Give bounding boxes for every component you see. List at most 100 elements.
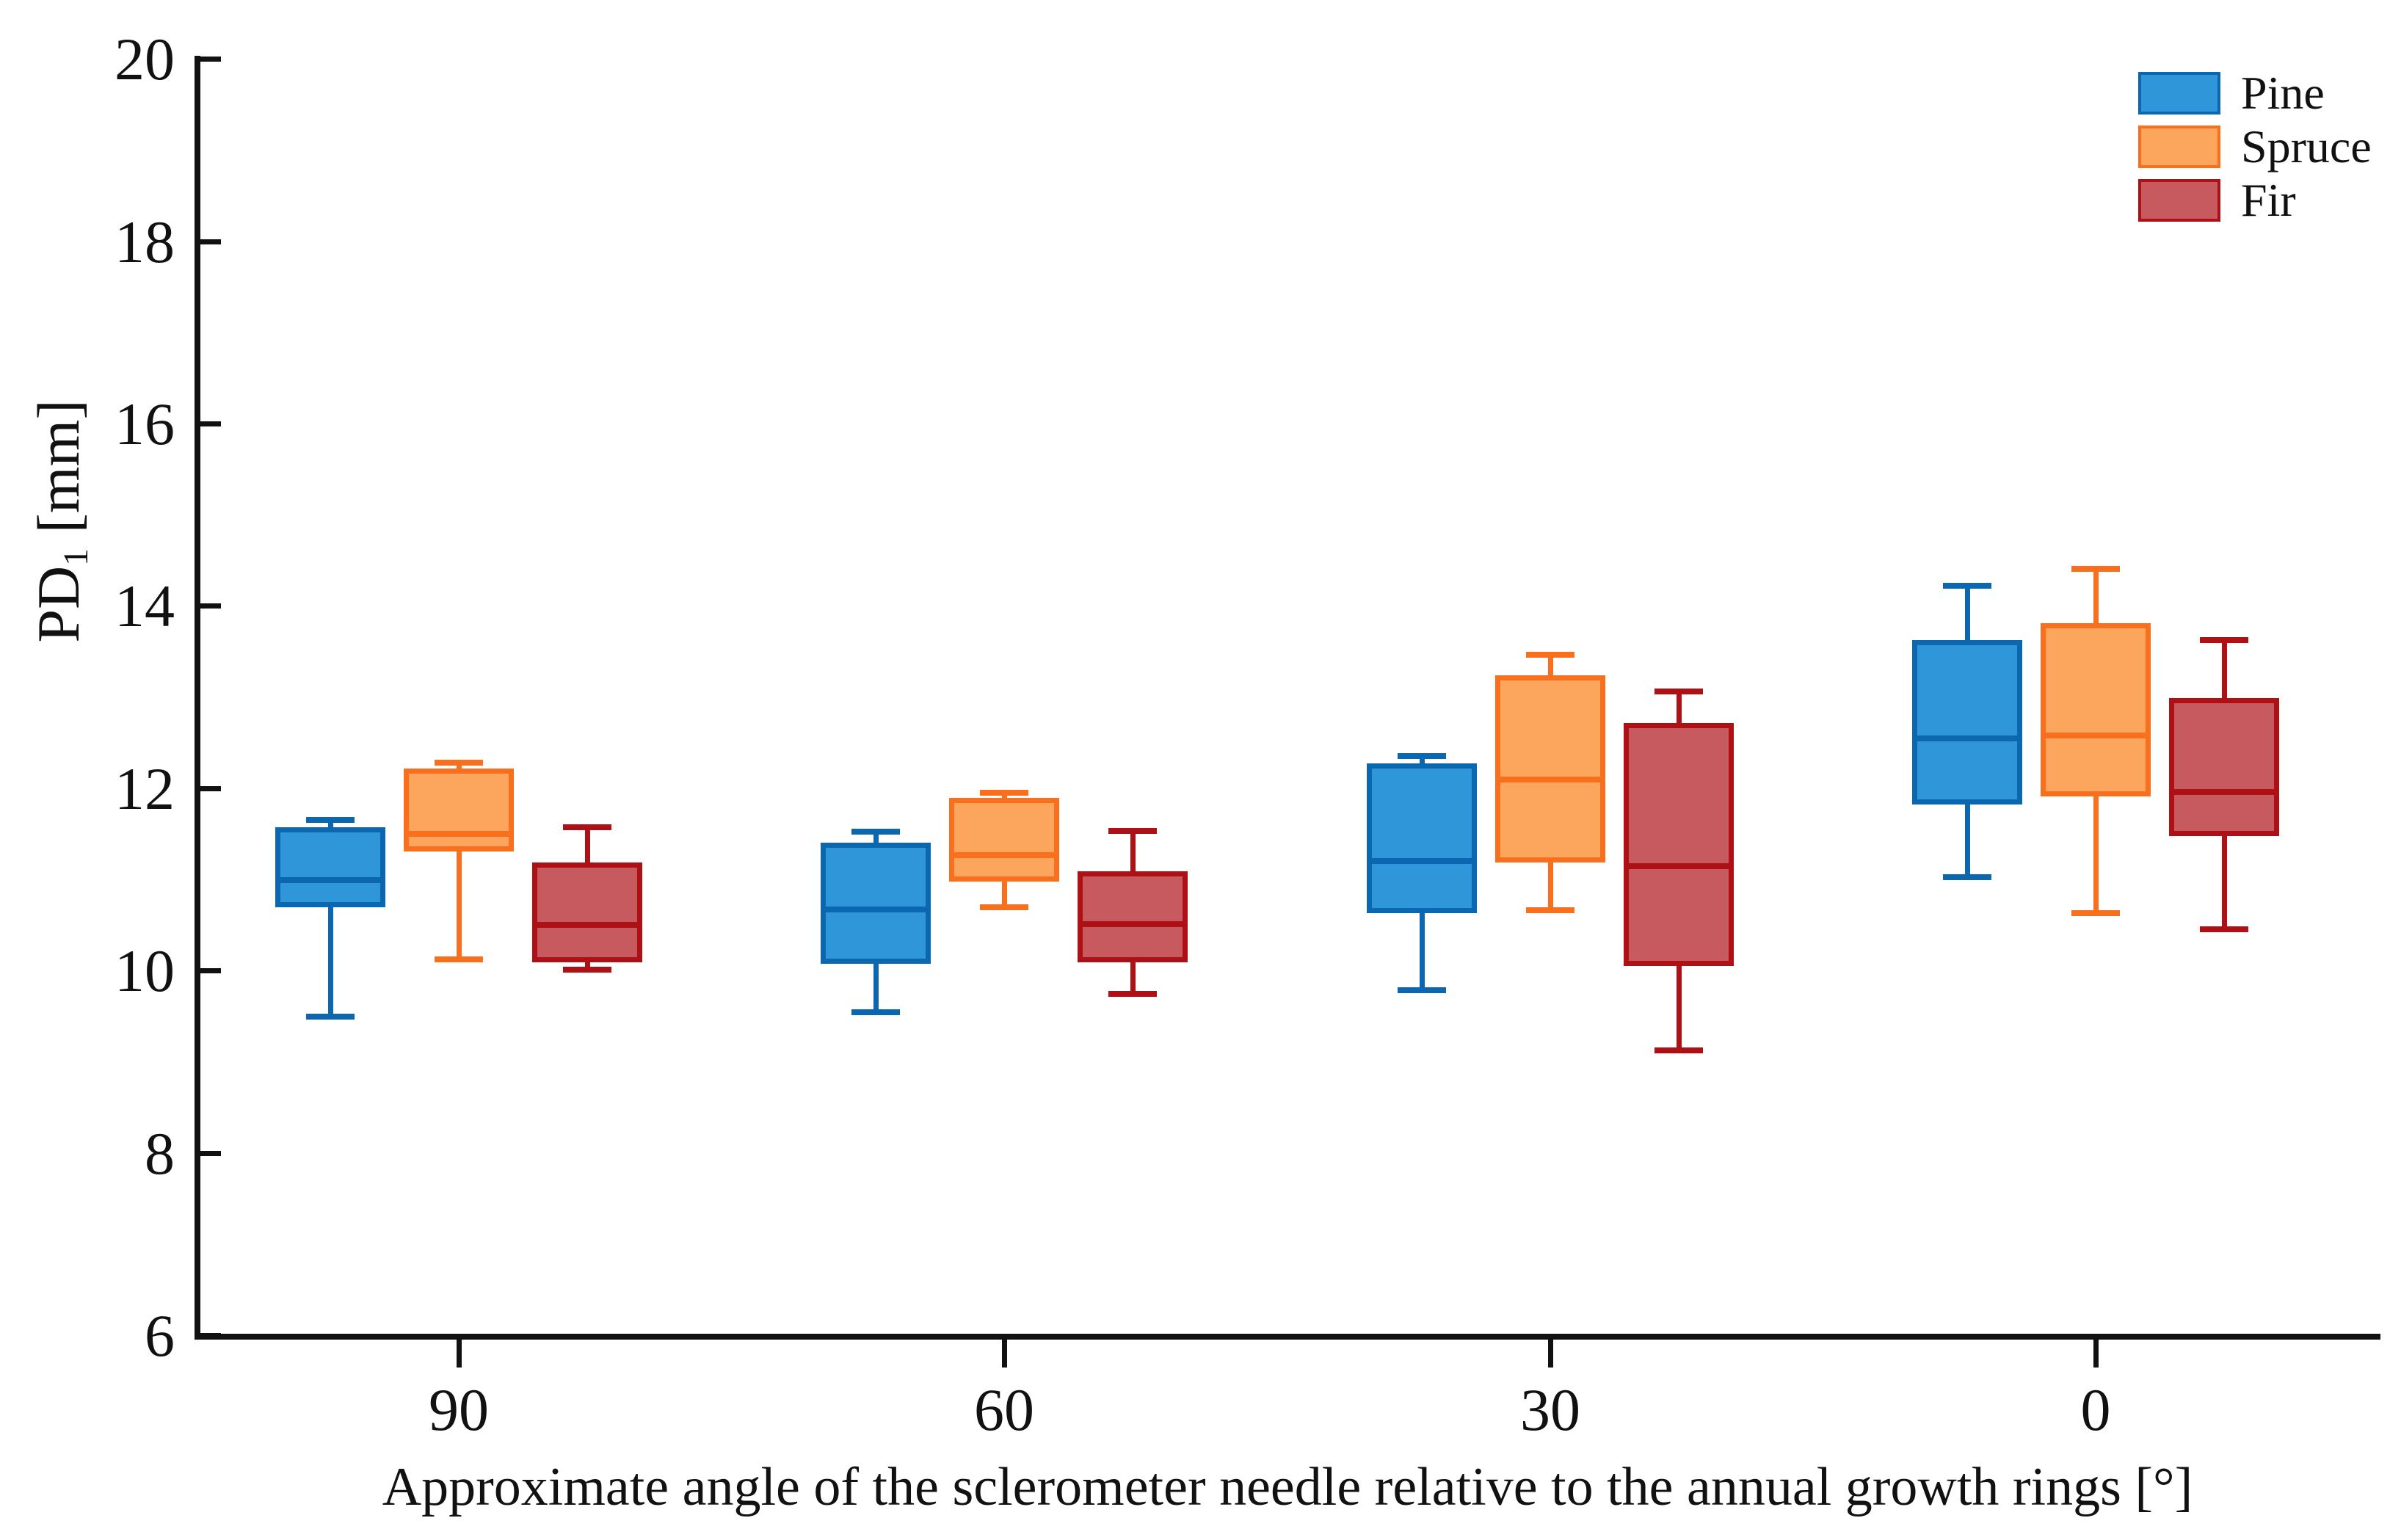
whisker-cap-bottom-spruce-60 xyxy=(980,904,1028,911)
whisker-cap-bottom-spruce-0 xyxy=(2071,909,2120,916)
box-spruce-60 xyxy=(949,798,1059,882)
box-spruce-90 xyxy=(404,769,514,852)
whisker-cap-top-spruce-60 xyxy=(980,789,1028,796)
whisker-cap-top-fir-0 xyxy=(2200,637,2248,644)
x-axis-title: Approximate angle of the sclerometer nee… xyxy=(382,1457,2193,1517)
box-fir-90 xyxy=(532,862,642,962)
whisker-lower-fir-90 xyxy=(585,962,590,970)
median-pine-90 xyxy=(280,877,380,883)
box-spruce-0 xyxy=(2041,622,2151,796)
median-pine-60 xyxy=(826,906,926,912)
whisker-lower-pine-90 xyxy=(328,907,333,1017)
whisker-cap-top-fir-60 xyxy=(1108,827,1157,834)
whisker-lower-fir-30 xyxy=(1677,965,1682,1051)
legend-swatch-spruce xyxy=(2138,126,2220,168)
whisker-upper-spruce-30 xyxy=(1548,655,1553,675)
whisker-cap-bottom-spruce-30 xyxy=(1526,907,1574,913)
y-tick-label-14: 14 xyxy=(115,573,175,640)
y-tick-14 xyxy=(195,603,221,609)
whisker-cap-bottom-fir-90 xyxy=(563,966,611,973)
whisker-upper-pine-60 xyxy=(873,832,879,843)
y-tick-label-16: 16 xyxy=(115,391,175,457)
legend-label-pine: Pine xyxy=(2241,67,2325,119)
whisker-cap-bottom-pine-30 xyxy=(1398,987,1446,994)
y-tick-6 xyxy=(195,1333,221,1338)
x-tick-0 xyxy=(2093,1340,2099,1368)
median-spruce-0 xyxy=(2046,732,2146,738)
median-fir-60 xyxy=(1083,920,1183,927)
box-pine-0 xyxy=(1912,640,2022,804)
y-axis-title: PD1 [mm] xyxy=(24,399,95,643)
whisker-cap-top-spruce-30 xyxy=(1526,652,1574,658)
whisker-upper-pine-90 xyxy=(328,820,333,827)
whisker-lower-pine-30 xyxy=(1420,912,1425,991)
whisker-upper-pine-30 xyxy=(1420,756,1425,763)
median-spruce-30 xyxy=(1500,777,1600,783)
whisker-upper-fir-90 xyxy=(585,827,590,863)
y-tick-label-8: 8 xyxy=(145,1119,175,1187)
y-tick-label-6: 6 xyxy=(145,1302,175,1369)
whisker-upper-spruce-90 xyxy=(457,762,462,769)
x-axis-line xyxy=(195,1334,2380,1340)
whisker-cap-top-pine-30 xyxy=(1398,753,1446,760)
y-tick-label-20: 20 xyxy=(115,26,175,93)
x-tick-60 xyxy=(1002,1340,1007,1368)
box-pine-60 xyxy=(821,843,931,965)
whisker-upper-fir-30 xyxy=(1677,691,1682,724)
x-tick-label-0: 0 xyxy=(2080,1376,2111,1443)
y-axis-line xyxy=(195,56,200,1339)
y-axis-title-unit: [mm] xyxy=(25,399,92,549)
y-tick-12 xyxy=(195,785,221,791)
whisker-cap-top-pine-60 xyxy=(851,829,900,835)
median-spruce-90 xyxy=(409,830,509,837)
median-pine-0 xyxy=(1917,736,2017,742)
whisker-lower-fir-0 xyxy=(2222,836,2227,930)
y-tick-8 xyxy=(195,1150,221,1156)
whisker-lower-pine-0 xyxy=(1965,804,1970,878)
y-tick-label-10: 10 xyxy=(115,937,175,1005)
whisker-lower-fir-60 xyxy=(1130,962,1136,995)
legend-swatch-fir xyxy=(2138,179,2220,222)
box-pine-30 xyxy=(1367,763,1477,913)
x-tick-label-30: 30 xyxy=(1520,1376,1580,1443)
whisker-cap-bottom-fir-0 xyxy=(2200,926,2248,933)
y-axis-title-subscript: 1 xyxy=(57,548,95,566)
y-tick-20 xyxy=(195,57,221,62)
whisker-lower-spruce-60 xyxy=(1002,882,1007,908)
box-spruce-30 xyxy=(1495,675,1605,863)
whisker-upper-pine-0 xyxy=(1965,585,1970,641)
whisker-lower-spruce-0 xyxy=(2093,796,2099,913)
whisker-lower-spruce-30 xyxy=(1548,862,1553,910)
whisker-upper-fir-60 xyxy=(1130,830,1136,871)
whisker-cap-bottom-pine-60 xyxy=(851,1009,900,1016)
whisker-cap-bottom-spruce-90 xyxy=(435,956,483,963)
median-fir-30 xyxy=(1629,863,1729,870)
whisker-cap-top-fir-30 xyxy=(1654,688,1703,694)
y-tick-16 xyxy=(195,421,221,426)
whisker-cap-top-spruce-0 xyxy=(2071,566,2120,573)
box-pine-90 xyxy=(275,827,385,908)
whisker-cap-bottom-pine-0 xyxy=(1943,874,1991,881)
box-fir-0 xyxy=(2169,697,2279,837)
x-tick-label-90: 90 xyxy=(429,1376,489,1443)
median-pine-30 xyxy=(1372,857,1472,864)
x-tick-label-60: 60 xyxy=(974,1376,1034,1443)
legend-label-spruce: Spruce xyxy=(2241,120,2372,172)
y-tick-label-18: 18 xyxy=(115,208,175,275)
box-fir-30 xyxy=(1624,723,1734,966)
whisker-cap-bottom-pine-90 xyxy=(306,1014,355,1020)
whisker-cap-bottom-fir-60 xyxy=(1108,991,1157,998)
whisker-lower-spruce-90 xyxy=(457,851,462,960)
y-axis-title-main: PD xyxy=(25,565,92,643)
whisker-lower-pine-60 xyxy=(873,964,879,1013)
whisker-cap-top-fir-90 xyxy=(563,824,611,830)
median-fir-0 xyxy=(2174,788,2274,795)
y-tick-10 xyxy=(195,968,221,974)
whisker-cap-top-pine-0 xyxy=(1943,582,1991,589)
box-fir-60 xyxy=(1078,871,1188,962)
x-tick-90 xyxy=(457,1340,462,1368)
legend-swatch-pine xyxy=(2138,72,2220,115)
whisker-upper-fir-0 xyxy=(2222,640,2227,698)
median-spruce-60 xyxy=(954,852,1054,859)
